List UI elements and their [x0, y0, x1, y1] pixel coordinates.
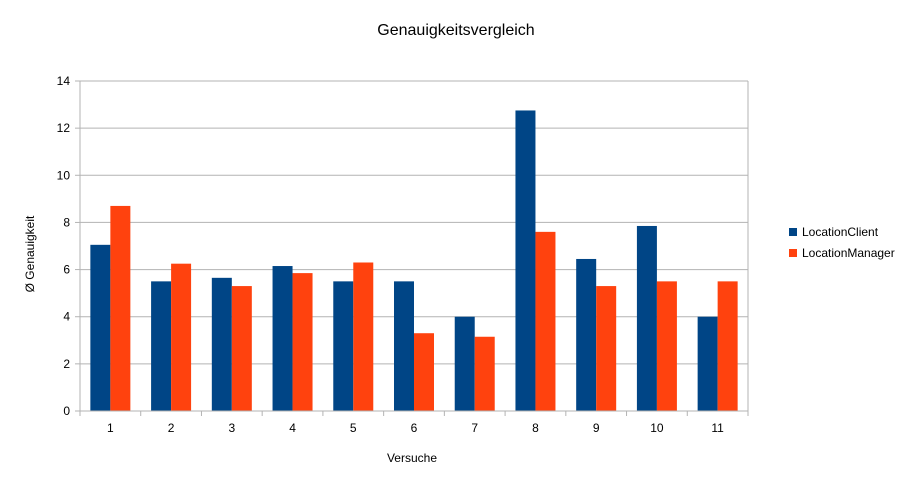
- legend-label-locationclient: LocationClient: [802, 225, 879, 239]
- x-tick-label: 1: [107, 421, 114, 435]
- bar-locationmanager-7: [474, 336, 495, 411]
- x-tick-label: 10: [650, 421, 664, 435]
- y-tick-label: 2: [63, 357, 70, 371]
- bar-locationclient-4: [272, 266, 293, 411]
- y-tick-label: 12: [57, 121, 71, 135]
- bar-locationmanager-6: [414, 333, 434, 411]
- legend-swatch-locationclient: [789, 228, 797, 236]
- x-tick-label: 9: [593, 421, 600, 435]
- legend: LocationClient LocationManager: [789, 225, 895, 260]
- legend-swatch-locationmanager: [789, 249, 797, 257]
- bar-locationmanager-10: [656, 281, 677, 411]
- bar-locationclient-1: [90, 244, 111, 411]
- x-tick-label: 7: [471, 421, 478, 435]
- bar-locationmanager-3: [231, 286, 252, 411]
- y-tick-label: 6: [63, 263, 70, 277]
- x-tick-label: 11: [711, 421, 724, 435]
- x-tick-label: 4: [289, 421, 296, 435]
- y-tick-label: 4: [63, 310, 70, 324]
- bar-locationmanager-8: [535, 231, 556, 411]
- bar-locationmanager-11: [717, 281, 738, 411]
- x-tick-label: 5: [350, 421, 357, 435]
- bar-locationmanager-2: [171, 263, 192, 411]
- legend-label-locationmanager: LocationManager: [802, 246, 895, 260]
- bar-locationmanager-5: [353, 262, 374, 411]
- bar-locationclient-9: [576, 258, 597, 411]
- y-tick-label: 14: [57, 74, 71, 88]
- bar-locationclient-10: [636, 225, 657, 411]
- x-tick-label: 6: [411, 421, 418, 435]
- bar-locationclient-7: [454, 316, 475, 411]
- y-tick-label: 0: [63, 404, 70, 418]
- x-tick-label: 3: [228, 421, 235, 435]
- axes: [79, 81, 749, 412]
- y-ticks: 0 2 4 6 8 10 12 14: [57, 74, 80, 418]
- bar-locationclient-3: [211, 277, 232, 411]
- bar-locationmanager-1: [110, 205, 131, 411]
- bars: [90, 110, 738, 411]
- bar-locationclient-6: [394, 281, 414, 411]
- y-tick-label: 10: [57, 168, 71, 182]
- bar-locationmanager-4: [292, 273, 313, 411]
- bar-locationclient-2: [151, 281, 172, 411]
- bar-locationmanager-9: [596, 286, 617, 411]
- y-tick-label: 8: [63, 215, 70, 229]
- bar-locationclient-11: [697, 316, 718, 411]
- x-tick-label: 8: [532, 421, 539, 435]
- x-ticks: 1 2 3 4 5 6 7 8 9 10 11: [79, 411, 749, 435]
- x-axis-label: Versuche: [387, 451, 437, 465]
- y-axis-label: Ø Genauigkeit: [23, 215, 37, 292]
- chart-title: Genauigkeitsvergleich: [377, 22, 534, 39]
- x-tick-label: 2: [168, 421, 175, 435]
- bar-locationclient-5: [333, 281, 354, 411]
- bar-locationclient-8: [515, 110, 536, 411]
